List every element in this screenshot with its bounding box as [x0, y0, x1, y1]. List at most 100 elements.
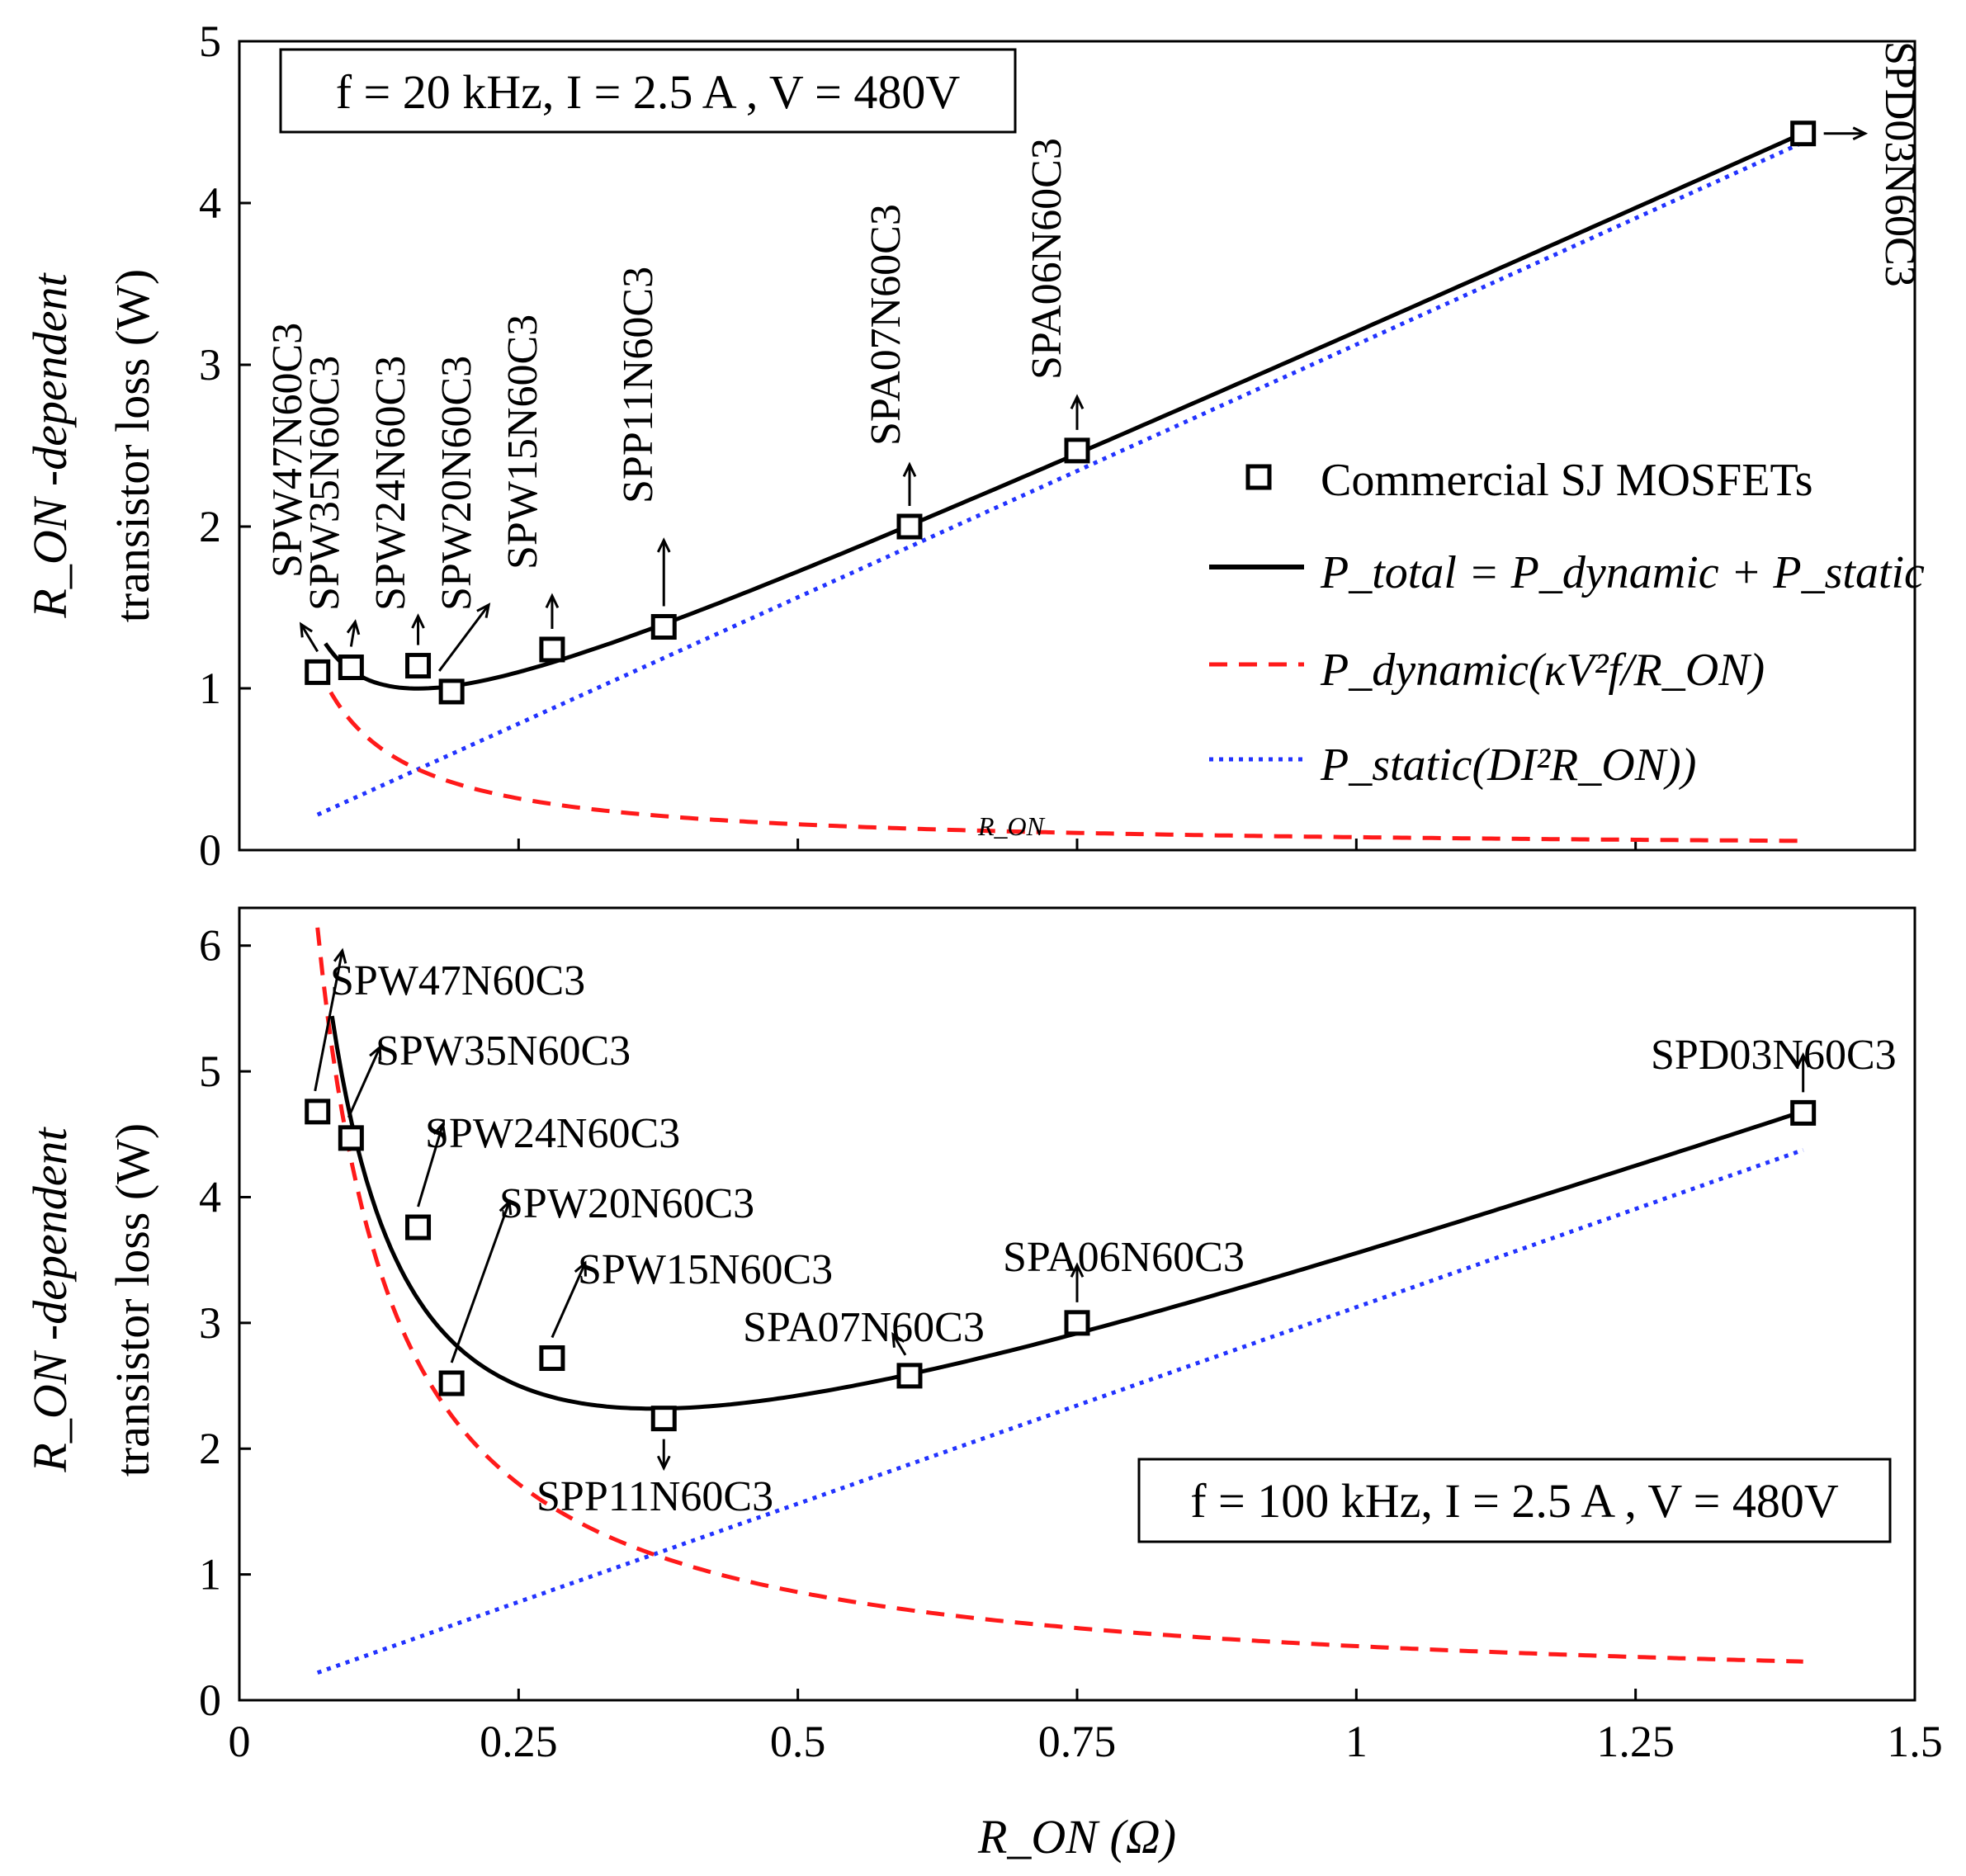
top-x-ticks	[238, 839, 1916, 850]
device-label: SPW15N60C3	[578, 1246, 833, 1293]
bottom-y-label-line1: R_ON -dependent	[23, 1127, 77, 1473]
device-marker	[896, 1363, 923, 1389]
annotation-arrow	[314, 950, 344, 1092]
device-label: SPW20N60C3	[499, 1180, 754, 1227]
device-label: SPD03N60C3	[1651, 1032, 1897, 1079]
device-label: SPW35N60C3	[376, 1028, 631, 1075]
arrow-head	[369, 1044, 382, 1061]
top-condition-box	[279, 48, 1017, 134]
bottom-device-labels: SPW47N60C3 SPW35N60C3 SPW24N60C3 SPW20N60C3…	[330, 957, 1897, 1520]
annotation-arrow	[450, 1201, 511, 1363]
device-label: SPA06N60C3	[1023, 138, 1070, 380]
bottom-annotation-arrows	[314, 947, 1810, 1472]
device-label: SPD03N60C3	[1876, 41, 1923, 287]
device-marker	[405, 653, 432, 679]
device-label: SPW47N60C3	[330, 957, 585, 1004]
top-y-axis-label: R_ON -dependent transistor loss (W)	[23, 269, 159, 623]
y-tick-label: 5	[199, 1047, 221, 1096]
device-marker	[305, 1099, 331, 1125]
annotation-arrow	[347, 1047, 381, 1118]
y-tick-label: 5	[199, 17, 221, 66]
legend-markers-label: Commercial SJ MOSFETs	[1321, 455, 1813, 506]
y-tick-label: 4	[199, 1172, 221, 1222]
device-label: SPP11N60C3	[615, 267, 662, 503]
bottom-device-markers	[305, 1099, 1817, 1432]
device-marker	[650, 1406, 677, 1432]
total-loss-line	[329, 1015, 1804, 1411]
legend-dynamic-label: P_dynamic(κV²f/R_ON)	[1320, 645, 1765, 696]
annotation-arrow	[551, 1262, 587, 1339]
device-label: SPW47N60C3	[264, 323, 311, 578]
arrow-head	[346, 619, 361, 636]
device-label: SPW35N60C3	[301, 356, 348, 611]
bottom-y-label-line2: transistor loss (W)	[106, 1123, 159, 1477]
arrow-head	[891, 1331, 905, 1348]
x-tick-label: 0	[229, 1717, 251, 1766]
arrow-head	[902, 461, 917, 478]
arrow-head	[499, 1198, 513, 1216]
legend: Commercial SJ MOSFETs P_total = P_dynami…	[1209, 455, 1925, 791]
arrow-head	[656, 537, 671, 553]
annotation-arrow	[349, 621, 357, 647]
dynamic-loss-line	[315, 927, 1803, 1664]
x-axis-label: R_ON (Ω)	[977, 1810, 1176, 1864]
x-tick-label: 0.75	[1038, 1717, 1117, 1766]
legend-total-label: P_total = P_dynamic + P_static	[1320, 547, 1925, 598]
x-tick-label: 1.5	[1887, 1717, 1943, 1766]
top-y-ticks: 0 1 2 3 4 5	[199, 17, 251, 875]
x-tick-label: 0.25	[480, 1717, 558, 1766]
bottom-condition-box	[1137, 1458, 1892, 1543]
arrow-head	[1070, 1262, 1085, 1278]
device-label: SPW15N60C3	[499, 314, 546, 569]
device-label: SPP11N60C3	[536, 1473, 773, 1520]
top-device-markers	[305, 120, 1817, 705]
device-marker	[1790, 120, 1817, 147]
top-y-label-line2: transistor loss (W)	[106, 269, 159, 623]
x-tick-label: 1.25	[1596, 1717, 1675, 1766]
arrow-head	[411, 613, 425, 629]
y-tick-label: 2	[199, 1424, 221, 1473]
device-label: SPA07N60C3	[862, 204, 910, 446]
device-marker	[438, 1370, 465, 1396]
device-marker	[305, 659, 331, 685]
arrow-head	[1796, 1051, 1810, 1068]
y-tick-label: 2	[199, 502, 221, 551]
dynamic-loss-line	[315, 664, 1803, 843]
y-tick-label: 0	[199, 825, 221, 875]
bottom-plot-frame	[238, 906, 1916, 1702]
static-loss-line	[316, 1147, 1804, 1675]
annotation-arrow	[300, 623, 319, 653]
top-condition-text: f = 20 kHz, I = 2.5 A , V = 480V	[336, 65, 961, 119]
bottom-x-ticks: 0 0.25 0.5 0.75 1 1.25 1.5	[229, 1689, 1943, 1766]
legend-marker-swatch	[1245, 464, 1272, 490]
bottom-y-ticks: 0 1 2 3 4 5 6	[199, 921, 251, 1725]
device-marker	[1064, 1310, 1090, 1336]
annotation-arrow	[437, 604, 490, 672]
arrow-head	[574, 1260, 587, 1277]
arrow-head	[476, 602, 491, 618]
device-label: SPA06N60C3	[1003, 1234, 1245, 1281]
y-tick-label: 6	[199, 921, 221, 971]
top-curves	[315, 131, 1804, 843]
x-tick-label: 0.5	[770, 1717, 826, 1766]
top-annotation-arrows	[299, 126, 1869, 672]
arrow-head	[432, 1121, 447, 1138]
device-marker	[338, 1125, 364, 1151]
y-tick-label: 1	[199, 664, 221, 713]
bottom-condition-text: f = 100 kHz, I = 2.5 A , V = 480V	[1190, 1474, 1839, 1528]
device-marker	[338, 654, 364, 681]
arrow-head	[1070, 394, 1085, 409]
device-marker	[438, 678, 465, 705]
device-marker	[896, 513, 923, 540]
bottom-y-axis-label: R_ON -dependent transistor loss (W)	[23, 1123, 159, 1477]
arrow-head	[545, 593, 560, 609]
stray-ron-label: R_ON	[977, 811, 1046, 841]
arrow-head	[1852, 126, 1869, 141]
bottom-curves	[315, 927, 1804, 1675]
device-marker	[650, 614, 677, 640]
x-tick-label: 1	[1345, 1717, 1368, 1766]
